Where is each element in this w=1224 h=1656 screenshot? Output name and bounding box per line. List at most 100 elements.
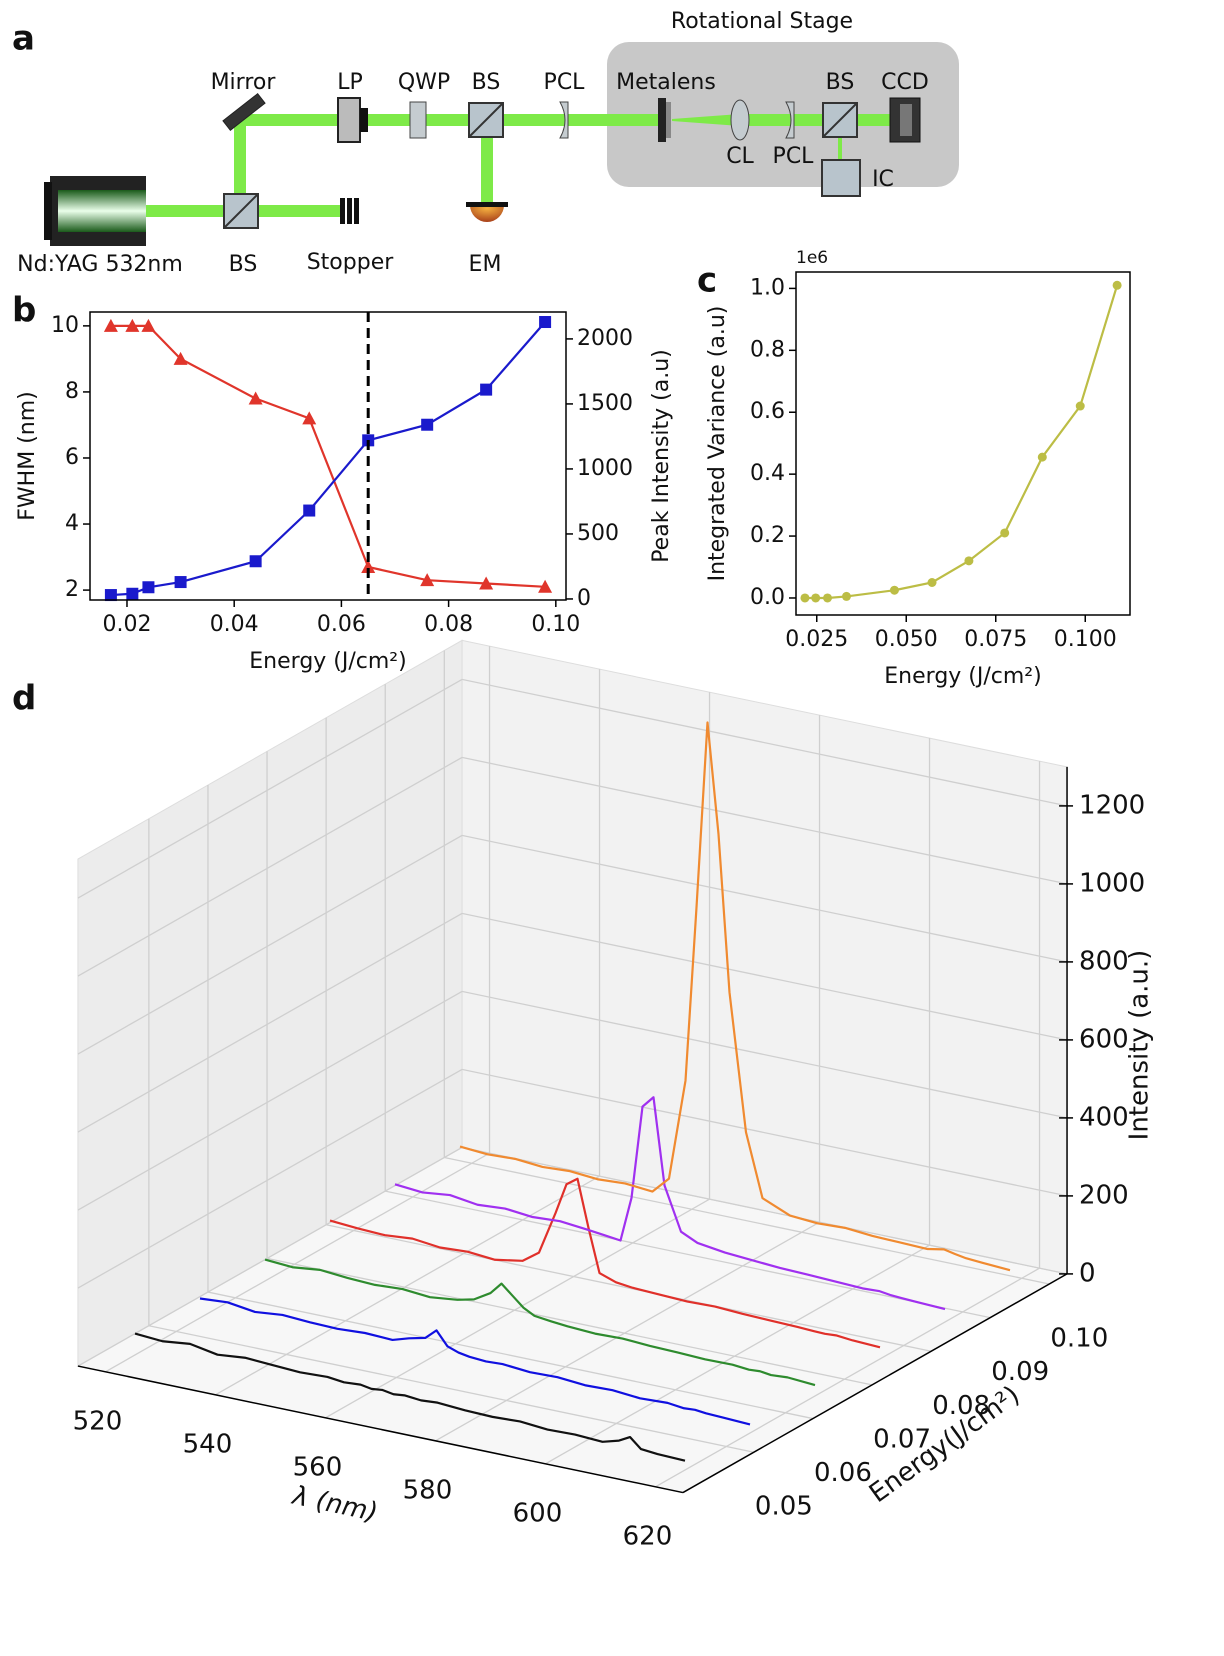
z-tick-label: 400 (1079, 1102, 1129, 1132)
y-tick-label: 0.05 (755, 1492, 813, 1522)
marker (420, 573, 435, 587)
label: EM (469, 252, 502, 277)
x-tick-label: 580 (403, 1475, 453, 1505)
stopper-bar (354, 198, 359, 224)
y2-tick-label: 0 (577, 586, 591, 611)
qwp (409, 101, 427, 139)
z-tick-label: 1200 (1079, 790, 1145, 820)
panel-label: d (12, 679, 36, 719)
x-tick-label: 0.04 (210, 612, 259, 637)
marker (303, 504, 316, 517)
cl (730, 99, 750, 141)
label: IC (872, 167, 894, 192)
label: BS (472, 70, 501, 95)
x-tick-label: 0.050 (875, 627, 938, 652)
bs-diag (822, 102, 858, 138)
em (470, 205, 504, 222)
marker (1000, 528, 1010, 538)
grid-line (77, 678, 1068, 899)
marker (800, 593, 810, 603)
pcl (559, 101, 569, 139)
stopper (340, 198, 359, 224)
y-axis-label: FWHM (nm) (15, 391, 40, 520)
y-tick-label: 4 (65, 511, 79, 536)
y-tick-label: 8 (65, 379, 79, 404)
y-tick-label: 0.06 (814, 1458, 872, 1488)
metalens (658, 98, 666, 142)
marker (125, 318, 140, 332)
y-tick-label: 2 (65, 577, 79, 602)
marker (302, 411, 317, 425)
marker (1075, 401, 1085, 411)
y2-tick-label: 2000 (577, 326, 633, 351)
grid-line (77, 990, 1068, 1211)
marker (103, 318, 118, 332)
series-line (110, 324, 546, 588)
label: CL (726, 144, 754, 169)
x-tick-label: 0.025 (785, 627, 848, 652)
y2-tick-label: 500 (577, 521, 619, 546)
label: PCL (544, 70, 586, 95)
laser-end (44, 182, 52, 240)
marker (841, 591, 851, 601)
marker (964, 556, 974, 566)
laser-core (58, 190, 146, 232)
y-tick-label: 0.8 (750, 337, 785, 362)
marker (539, 316, 552, 329)
beam (481, 120, 493, 205)
label: Mirror (211, 70, 277, 95)
marker (126, 587, 139, 600)
y2-tick-label: 1500 (577, 391, 633, 416)
bs-diag (468, 102, 504, 138)
label: Rotational Stage (671, 9, 853, 34)
spectrum (394, 1096, 946, 1311)
marker (141, 318, 156, 332)
marker (142, 581, 155, 594)
bs-diag (223, 193, 259, 229)
grid-line (77, 1068, 1068, 1289)
beam (838, 130, 842, 160)
x-tick-label: 620 (623, 1521, 673, 1551)
plot-frame (89, 311, 567, 601)
marker (421, 418, 434, 431)
marker (174, 576, 187, 589)
label: QWP (398, 70, 450, 95)
lp-part (360, 108, 368, 132)
y2-axis-label: Peak Intensity (a.u) (649, 349, 674, 563)
label: LP (337, 70, 363, 95)
x-axis-label: Energy (J/cm²) (249, 649, 406, 674)
panel-label: c (697, 261, 717, 301)
y-tick-label: 0.2 (750, 523, 785, 548)
spectrum (199, 1297, 751, 1426)
x-tick-label: 0.08 (424, 612, 473, 637)
stopper-bar (340, 198, 345, 224)
y-axis (682, 1273, 1068, 1494)
label: PCL (773, 144, 815, 169)
marker (1112, 280, 1122, 290)
series-line (110, 321, 546, 597)
y-tick-label: 1.0 (750, 275, 785, 300)
ccd-face (900, 104, 912, 136)
z-tick-label: 0 (1079, 1258, 1096, 1288)
beam-splitter (223, 102, 861, 229)
x-tick-label: 520 (73, 1406, 123, 1436)
marker (249, 555, 262, 568)
y-tick-label: 10 (51, 313, 79, 338)
pcl (785, 101, 795, 139)
y-tick-label: 0.09 (991, 1357, 1049, 1387)
spectrum (264, 1258, 816, 1387)
grid-line (77, 912, 1068, 1133)
y-tick-label: 0.10 (1050, 1324, 1108, 1354)
marker (889, 585, 899, 595)
ic (821, 159, 861, 197)
z-axis-label: Intensity (a.u.) (1125, 950, 1155, 1141)
y-tick-label: 6 (65, 445, 79, 470)
y-tick-label: 0.08 (932, 1391, 990, 1421)
spectrum (134, 1332, 686, 1462)
x-tick-label: 0.10 (531, 612, 580, 637)
x-axis-label: Energy (J/cm²) (884, 664, 1041, 689)
y2-tick-label: 1000 (577, 456, 633, 481)
lp (337, 97, 361, 143)
beam (570, 114, 660, 126)
metalens-face (666, 102, 671, 138)
